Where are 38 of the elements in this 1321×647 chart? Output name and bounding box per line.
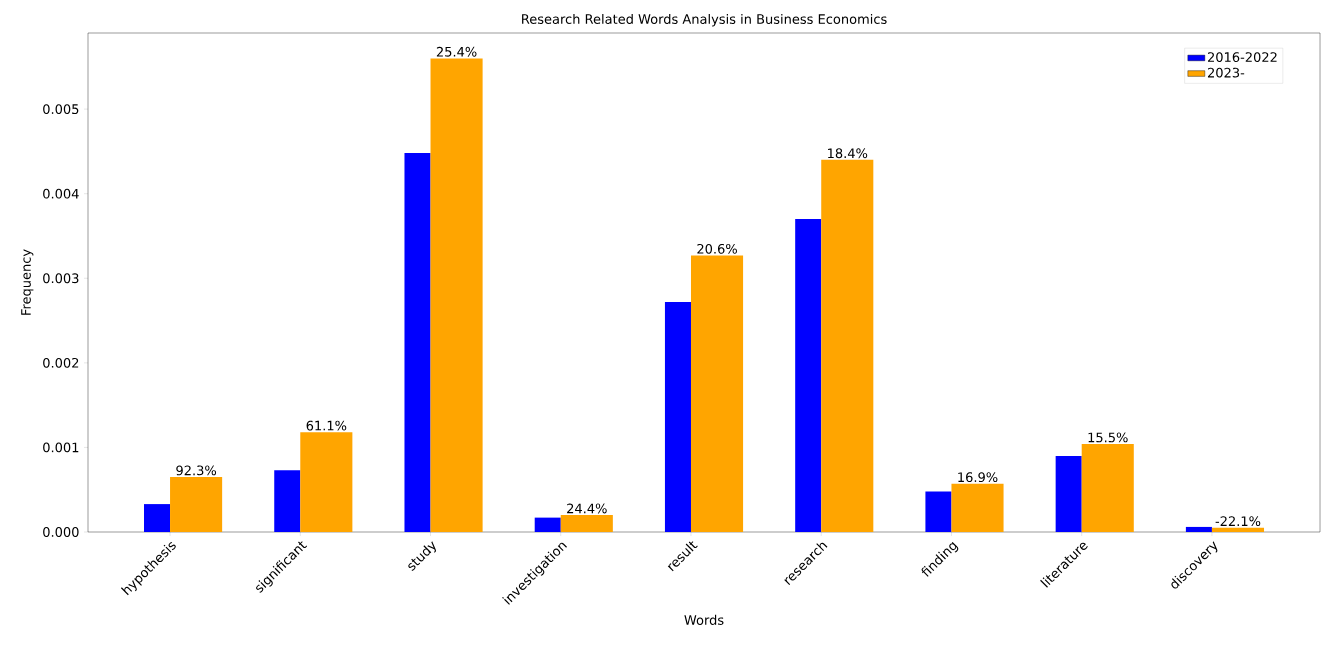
x-axis-title: Words xyxy=(684,614,724,625)
bar xyxy=(664,301,691,532)
y-tick-label: 0.005 xyxy=(43,104,79,115)
annotation: 24.4% xyxy=(567,503,607,514)
legend-label: 2023- xyxy=(1207,67,1245,78)
annotation: 18.4% xyxy=(828,148,868,159)
y-axis-title: Frequency xyxy=(21,249,34,315)
bar xyxy=(144,504,171,532)
bar xyxy=(690,255,744,532)
bar xyxy=(1081,444,1134,532)
bar xyxy=(795,219,822,532)
annotation: 25.4% xyxy=(436,46,477,57)
annotation: 15.5% xyxy=(1088,432,1128,443)
y-tick-label: 0.002 xyxy=(43,357,79,368)
annotation: -22.1% xyxy=(1215,516,1261,527)
bar xyxy=(404,153,431,532)
bar xyxy=(951,483,1004,532)
bar xyxy=(170,477,223,532)
annotation: 16.9% xyxy=(958,472,998,483)
legend-label: 2016-2022 xyxy=(1207,52,1277,62)
bar xyxy=(534,517,561,532)
bar xyxy=(1185,526,1212,532)
annotation: 92.3% xyxy=(176,465,217,476)
y-tick-label: 0.000 xyxy=(43,527,79,537)
y-tick-label: 0.003 xyxy=(43,273,79,284)
bar xyxy=(821,159,874,532)
bar xyxy=(1055,455,1082,532)
bar xyxy=(430,58,483,532)
bar xyxy=(300,432,353,532)
bar xyxy=(925,491,952,532)
bar xyxy=(1211,527,1265,532)
annotation: 20.6% xyxy=(697,243,737,254)
bar xyxy=(274,470,301,532)
bar xyxy=(560,515,613,532)
annotation: 61.1% xyxy=(306,420,347,431)
y-tick-label: 0.004 xyxy=(43,188,79,199)
chart-title: Research Related Words Analysis in Business Economics xyxy=(522,13,887,27)
y-tick-label: 0.001 xyxy=(43,442,79,453)
